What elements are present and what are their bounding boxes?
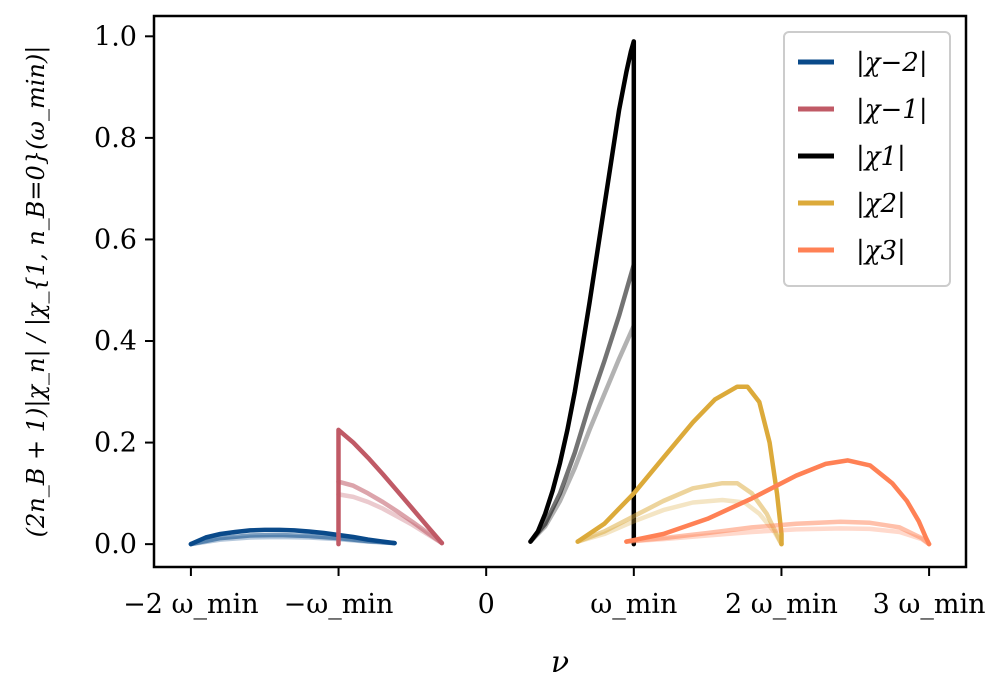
series-line-2 bbox=[188, 534, 397, 547]
series-line-5 bbox=[336, 492, 445, 546]
x-tick-label-0: −2 ω_min bbox=[123, 589, 259, 620]
y-tick-label-1: 0.2 bbox=[94, 428, 137, 459]
series-line-6 bbox=[528, 39, 637, 547]
x-tick-label-3: ω_min bbox=[590, 589, 677, 620]
legend-label-4: |χ3| bbox=[856, 236, 906, 266]
legend-label-1: |χ−1| bbox=[856, 95, 928, 125]
x-tick-label-5: 3 ω_min bbox=[873, 589, 986, 620]
series-line-14 bbox=[624, 526, 932, 547]
x-axis-label: ν bbox=[551, 645, 569, 680]
series-line-7 bbox=[528, 262, 637, 544]
legend-label-2: |χ1| bbox=[856, 142, 906, 172]
x-tick-label-4: 2 ω_min bbox=[725, 589, 838, 620]
y-tick-label-3: 0.6 bbox=[94, 224, 137, 255]
legend-label-3: |χ2| bbox=[856, 189, 906, 219]
series-line-4 bbox=[336, 479, 445, 546]
plot-frame bbox=[152, 14, 968, 569]
series-line-1 bbox=[188, 532, 397, 547]
series-line-3 bbox=[336, 427, 445, 547]
series-line-11 bbox=[575, 497, 784, 547]
x-tick-label-1: −ω_min bbox=[284, 589, 394, 620]
y-tick-label-5: 1.0 bbox=[94, 21, 137, 52]
y-tick-label-4: 0.8 bbox=[94, 123, 137, 154]
series-layer bbox=[188, 39, 932, 547]
series-line-8 bbox=[528, 323, 637, 544]
y-tick-label-2: 0.4 bbox=[94, 326, 137, 357]
y-tick-label-0: 0.0 bbox=[94, 529, 137, 560]
series-line-9 bbox=[575, 384, 784, 547]
legend-box bbox=[783, 31, 951, 287]
y-axis-label-group: (2n_B + 1)|χ_n| / |χ_{1, n_B=0}(ω_min)| bbox=[22, 46, 51, 538]
series-line-12 bbox=[624, 458, 932, 547]
y-axis-label: (2n_B + 1)|χ_n| / |χ_{1, n_B=0}(ω_min)| bbox=[22, 46, 51, 538]
legend: |χ−2| |χ−1| |χ1| |χ2| |χ3| bbox=[783, 31, 951, 287]
series-line-10 bbox=[575, 480, 784, 547]
ticks-layer: −2 ω_min −ω_min 0 ω_min 2 ω_min 3 ω_min 0.0 0.2… bbox=[94, 21, 985, 620]
legend-label-0: |χ−2| bbox=[856, 48, 928, 78]
series-line-13 bbox=[624, 519, 932, 547]
x-tick-label-2: 0 bbox=[478, 589, 495, 620]
